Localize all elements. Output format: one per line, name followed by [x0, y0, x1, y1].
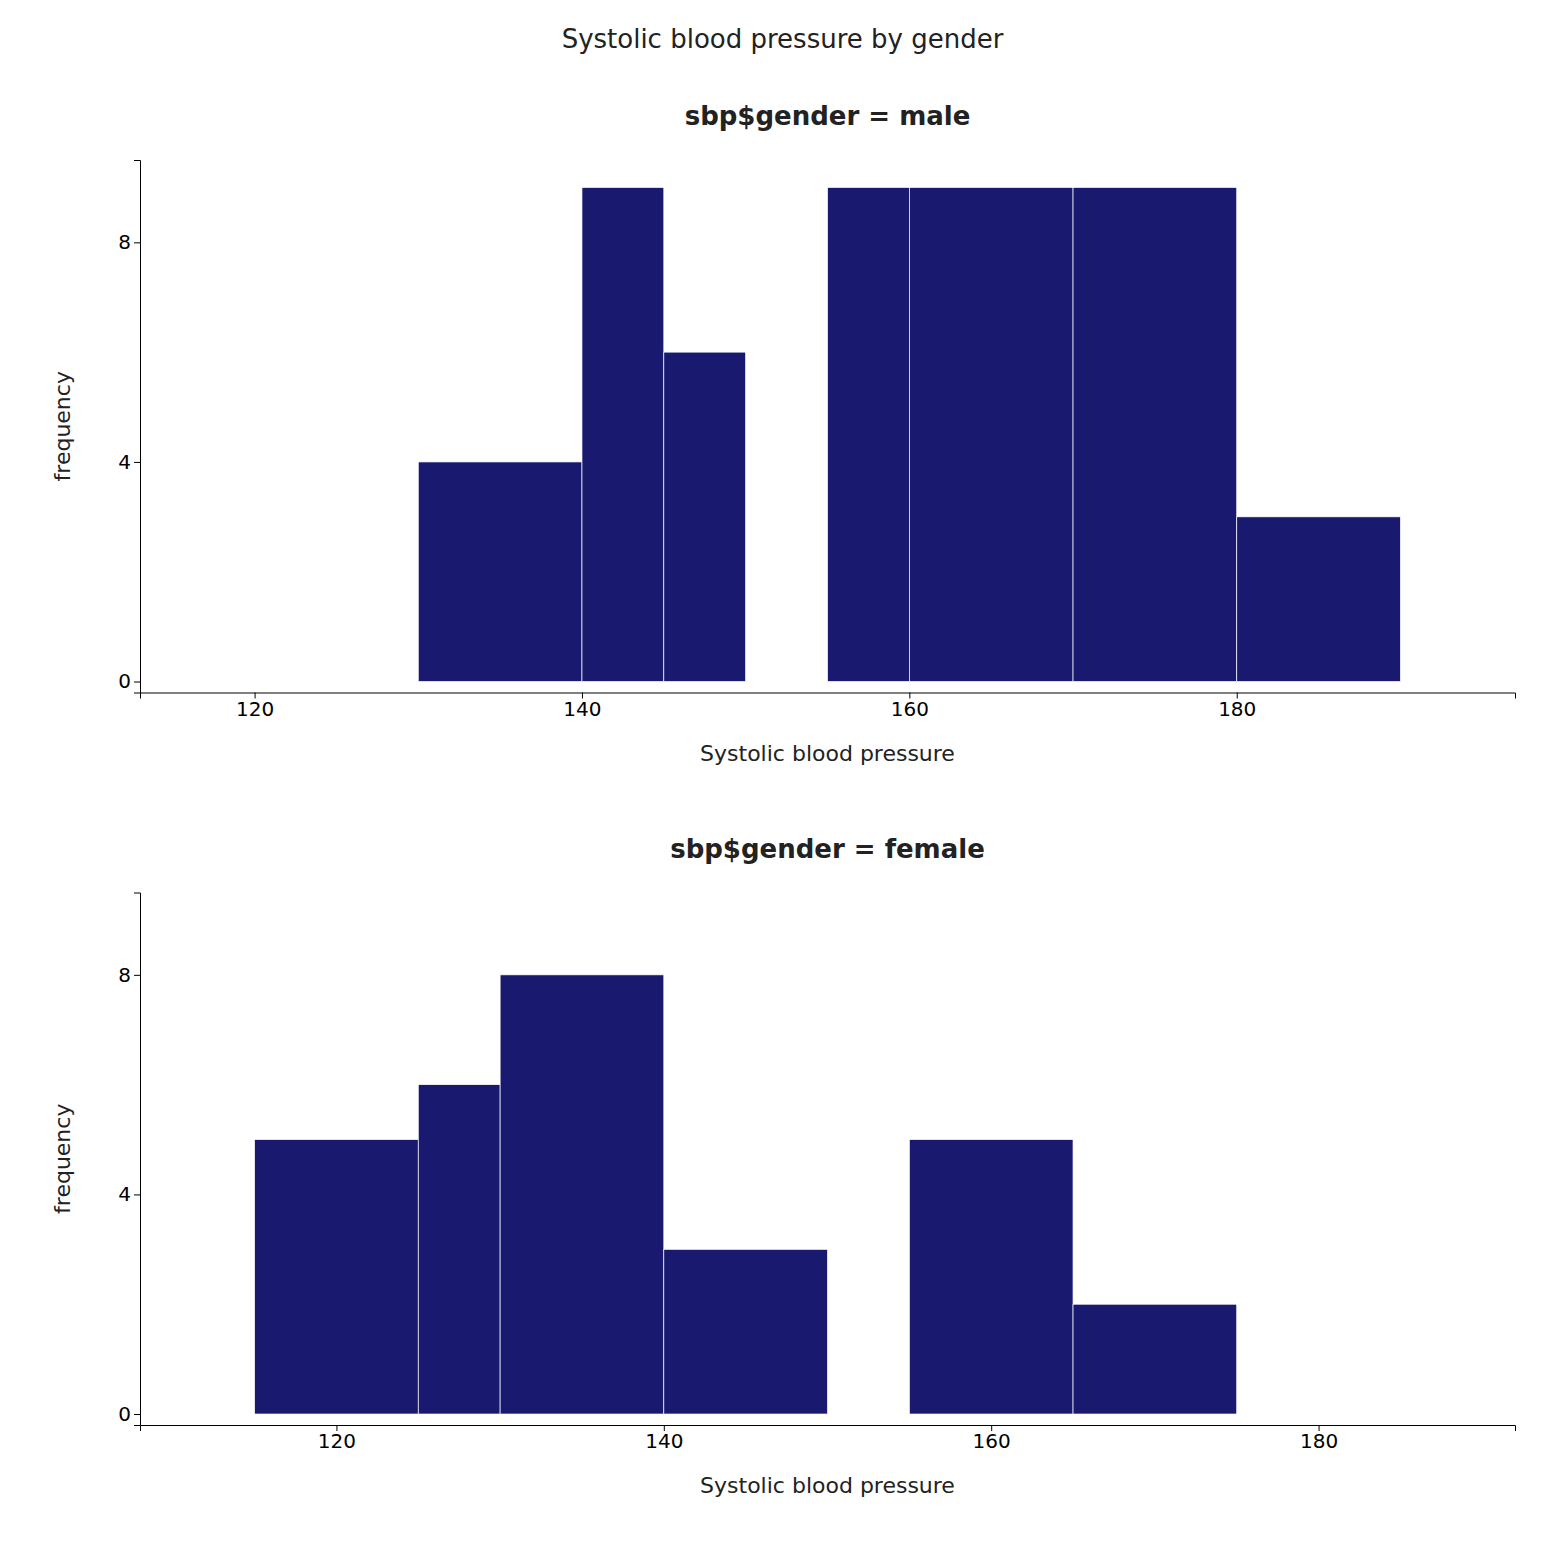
y-tick: 0: [118, 669, 140, 693]
x-tick-label: 140: [645, 1429, 683, 1453]
x-tick-label: 180: [1300, 1429, 1338, 1453]
y-tick-label: 4: [118, 450, 131, 474]
y-tick: 0: [118, 1402, 140, 1426]
y-tick: 8: [118, 963, 140, 987]
histogram-bar: [582, 187, 664, 681]
x-tick: 160: [891, 693, 929, 721]
histogram-bar: [1237, 1414, 1401, 1415]
y-tick-label: 0: [118, 1402, 131, 1426]
x-tick-label: 140: [563, 697, 601, 721]
histogram-bar: [1073, 187, 1237, 681]
x-tick: 180: [1300, 1425, 1338, 1453]
y-tick-mark: [134, 1414, 140, 1415]
histogram-bar: [1237, 517, 1401, 682]
x-tick-label: 160: [973, 1429, 1011, 1453]
y-tick: 4: [118, 1182, 140, 1206]
histogram-bar: [664, 352, 746, 681]
x-tick-label: 120: [318, 1429, 356, 1453]
x-tick-label: 180: [1218, 697, 1256, 721]
x-axis-title: Systolic blood pressure: [700, 1473, 955, 1498]
x-tick: 140: [645, 1425, 683, 1453]
y-axis: 0 4 8: [118, 161, 140, 694]
y-tick-label: 0: [118, 669, 131, 693]
y-axis-line: [134, 161, 141, 694]
histogram-bar: [828, 187, 910, 681]
y-axis-title: frequency: [50, 1104, 75, 1214]
subplot-title: sbp$gender = male: [685, 101, 971, 131]
subplot-title: sbp$gender = female: [670, 834, 985, 864]
y-tick-label: 4: [118, 1182, 131, 1206]
x-axis: 120 140 160 180: [141, 693, 1516, 721]
bars: [418, 187, 1400, 681]
figure-title: Systolic blood pressure by gender: [562, 24, 1004, 54]
bars: [255, 975, 1237, 1414]
x-axis: 120 140 160 180: [141, 1425, 1516, 1453]
histogram-bar: [418, 462, 582, 682]
x-tick: 160: [973, 1425, 1011, 1453]
y-tick-mark: [134, 462, 140, 463]
x-axis-title: Systolic blood pressure: [700, 741, 955, 766]
x-tick: 140: [563, 693, 601, 721]
y-tick: 4: [118, 450, 140, 474]
histogram-bar: [255, 1140, 419, 1414]
y-tick-mark: [134, 242, 140, 243]
histogram-bar: [828, 1414, 910, 1415]
panel: sbp$gender = female 120 140 160 180 0 4 8 Systol…: [50, 834, 1516, 1499]
y-tick-label: 8: [118, 963, 131, 987]
histogram-bar: [1073, 1304, 1237, 1414]
x-tick-label: 160: [891, 697, 929, 721]
histogram-bar: [418, 1085, 500, 1414]
y-axis-title: frequency: [50, 371, 75, 481]
panel: sbp$gender = male 120 140 160 180 0 4 8 Systolic…: [50, 101, 1516, 766]
histogram-bar: [664, 1249, 828, 1414]
histogram-bar: [909, 1140, 1073, 1414]
x-tick: 120: [318, 1425, 356, 1453]
histogram-bar: [746, 681, 828, 682]
y-tick: 8: [118, 230, 140, 254]
y-axis-line: [134, 893, 141, 1426]
x-tick: 180: [1218, 693, 1256, 721]
y-tick-mark: [134, 682, 140, 683]
y-tick-mark: [134, 1194, 140, 1195]
y-tick-label: 8: [118, 230, 131, 254]
chart-root: Systolic blood pressure by gender sbp$gen…: [0, 0, 1565, 1565]
y-tick-mark: [134, 975, 140, 976]
x-axis-line: [141, 693, 1516, 699]
histogram-bar: [500, 975, 664, 1414]
histogram-bar: [909, 187, 1073, 681]
x-tick: 120: [236, 693, 274, 721]
x-tick-label: 120: [236, 697, 274, 721]
y-axis: 0 4 8: [118, 893, 140, 1426]
